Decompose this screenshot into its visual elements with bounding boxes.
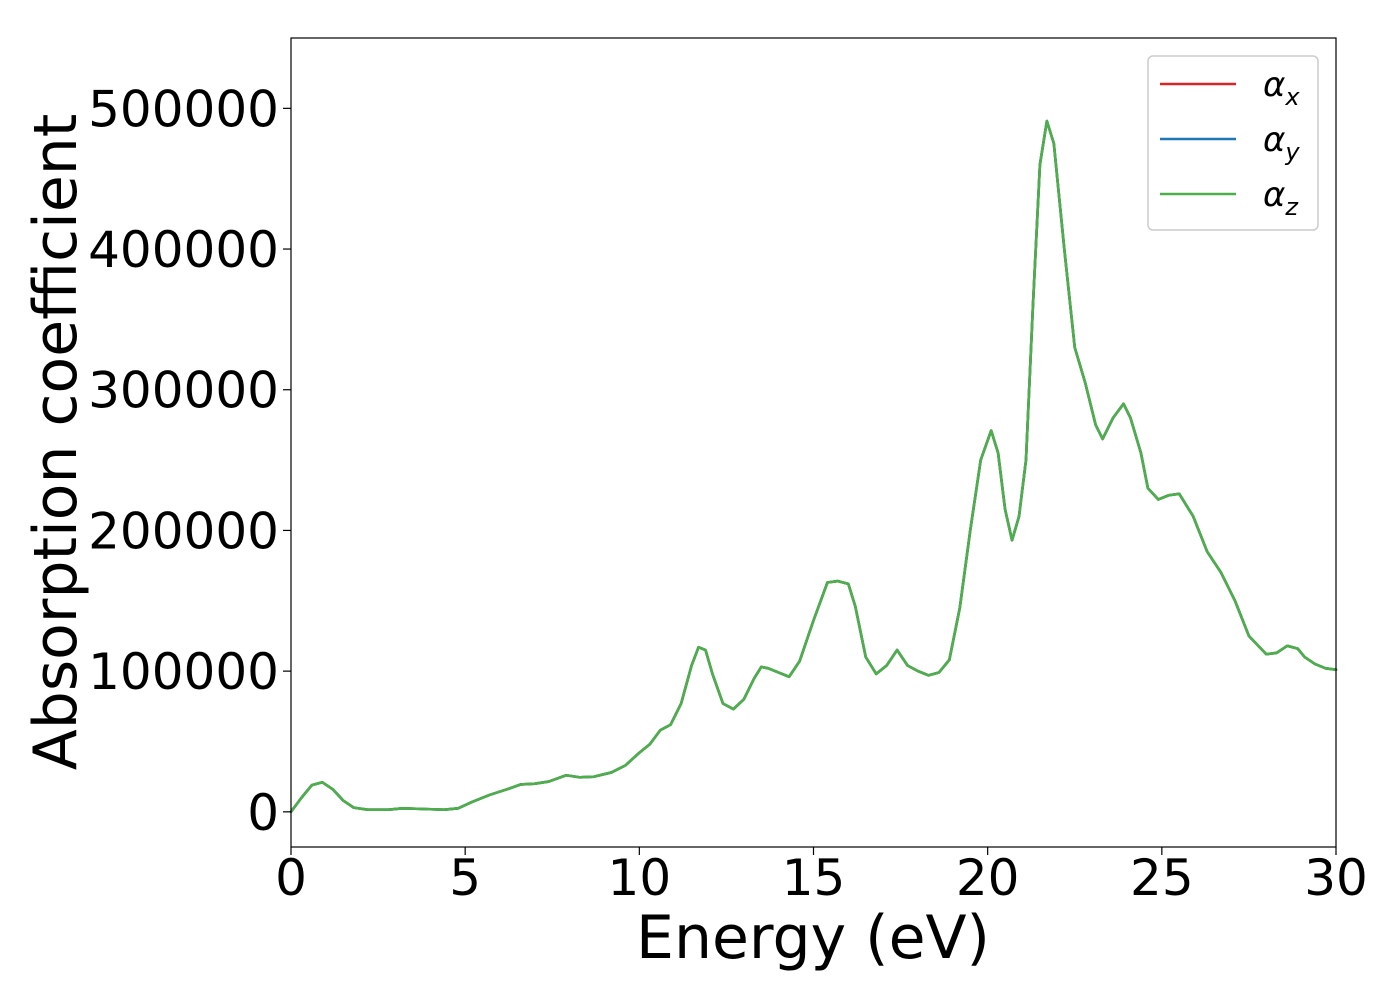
series-line-3 — [289, 119, 1338, 814]
x-tick-label: 30 — [1304, 849, 1368, 907]
y-axis-title: Absorption coefficient — [21, 114, 91, 771]
legend-label: αz — [1263, 175, 1299, 221]
y-tick-label: 0 — [247, 784, 279, 842]
y-tick-label: 500000 — [88, 80, 279, 138]
legend-label: αx — [1263, 65, 1300, 111]
x-tick-label: 25 — [1130, 849, 1194, 907]
x-axis-ticks: 0 5 10 15 20 25 30 — [275, 847, 1368, 907]
legend-label: αy — [1263, 120, 1300, 166]
x-tick-label: 15 — [782, 849, 846, 907]
y-tick-label: 300000 — [88, 362, 279, 420]
y-tick-label: 200000 — [88, 502, 279, 560]
x-axis-title: Energy (eV) — [636, 903, 990, 973]
x-tick-label: 0 — [275, 849, 307, 907]
legend: αx αy αz — [1147, 55, 1319, 231]
legend-frame — [1147, 55, 1319, 231]
legend-entries: αx αy αz — [1160, 65, 1300, 221]
y-tick-label: 100000 — [88, 643, 279, 701]
x-tick-label: 5 — [449, 849, 481, 907]
x-tick-label: 10 — [608, 849, 672, 907]
y-tick-label: 400000 — [88, 221, 279, 279]
series-layer — [289, 119, 1338, 814]
x-tick-label: 20 — [956, 849, 1020, 907]
y-axis-ticks: 0 100000 200000 300000 400000 500000 — [88, 80, 291, 842]
